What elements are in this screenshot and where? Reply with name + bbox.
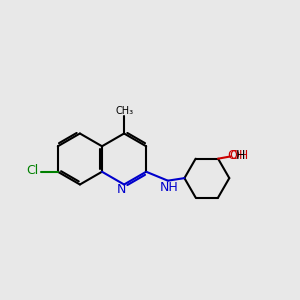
Text: O: O (227, 149, 237, 162)
Text: NH: NH (160, 181, 179, 194)
Text: N: N (117, 183, 126, 196)
Text: CH₃: CH₃ (115, 106, 133, 116)
Text: Cl: Cl (26, 164, 39, 177)
Text: H: H (235, 149, 245, 162)
Text: OH: OH (229, 149, 248, 162)
